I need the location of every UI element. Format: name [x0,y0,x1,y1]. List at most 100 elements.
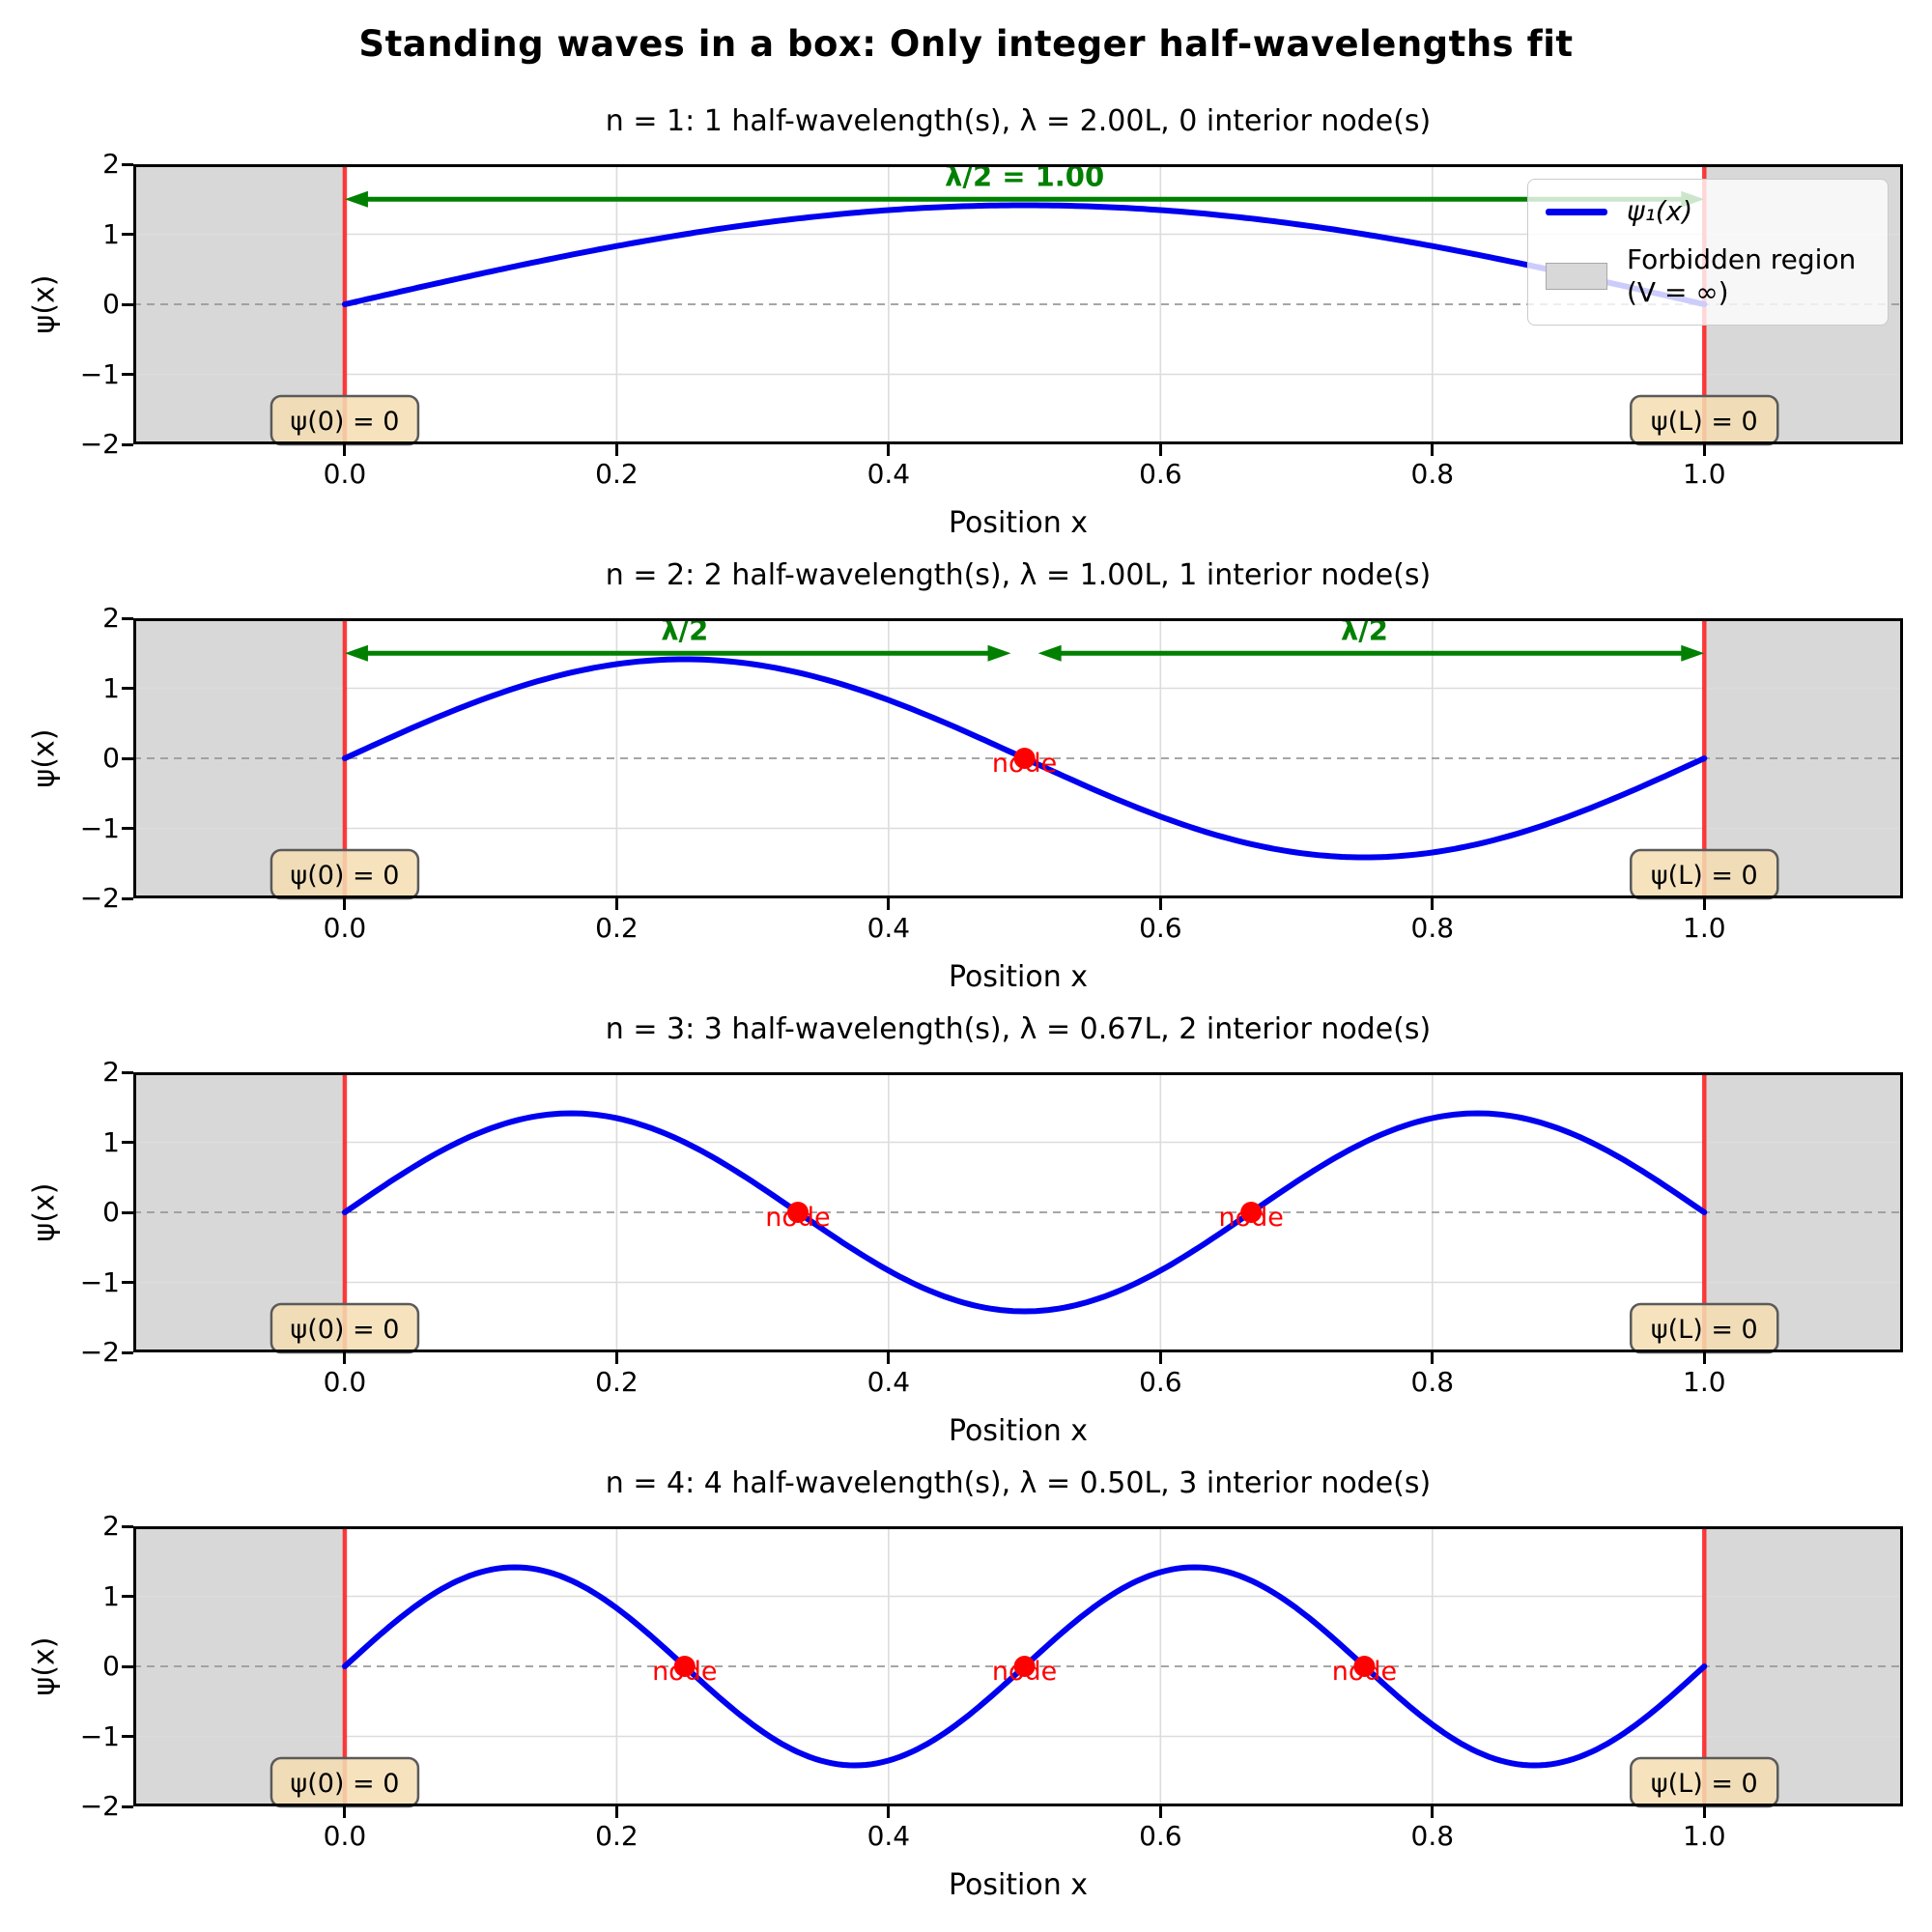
y-tick-label: 1 [102,1125,120,1158]
y-tick-label: 2 [102,602,120,634]
x-tick-mark [1431,898,1435,910]
plot-canvas-n2: λ/2λ/2nodeψ(0) = 0ψ(L) = 0 [133,613,1903,900]
y-tick-mark [122,1595,133,1598]
plot-canvas-n3: nodenodeψ(0) = 0ψ(L) = 0 [133,1072,1903,1354]
y-tick-label: −1 [79,1719,120,1752]
axes-n4: nodenodenodeψ(0) = 0ψ(L) = 0 [133,1526,1903,1808]
x-tick-mark [887,444,891,456]
x-tick-label: 0.0 [323,458,367,490]
subplot-n4: n = 4: 4 half-wavelength(s), λ = 0.50L, … [0,1435,1932,1902]
bc-box-right-label: ψ(L) = 0 [1651,1315,1758,1345]
y-tick-label: 1 [102,217,120,250]
axes-n3: nodenodeψ(0) = 0ψ(L) = 0 [133,1072,1903,1354]
axes-n2: λ/2λ/2nodeψ(0) = 0ψ(L) = 0 [133,613,1903,900]
bc-box-right-label: ψ(L) = 0 [1651,407,1758,437]
x-tick-mark [1158,1806,1162,1818]
node-marker [1013,1656,1036,1677]
figure-title: Standing waves in a box: Only integer ha… [358,23,1574,65]
legend-entry-forbidden: Forbidden region (V = ∞) [1546,243,1870,309]
x-tick-mark [1431,1806,1435,1818]
legend-entry-wavefunction: ψ₁(x) [1546,195,1870,228]
plot-title-n4: n = 4: 4 half-wavelength(s), λ = 0.50L, … [605,1466,1432,1500]
x-tick-label: 1.0 [1683,1820,1726,1852]
x-tick-mark [1702,444,1706,456]
x-tick-label: 0.2 [595,912,639,944]
x-tick-label: 0.4 [867,1820,911,1852]
x-axis-label: Position x [948,1868,1089,1902]
arrow-head-right [1681,644,1705,662]
x-tick-label: 1.0 [1683,458,1726,490]
arrow-head-right [987,644,1011,662]
y-tick-mark [122,1350,133,1354]
y-tick-label: −2 [79,882,120,914]
x-tick-mark [887,1806,891,1818]
x-tick-label: 0.8 [1410,1820,1455,1852]
legend-patch-swatch [1546,263,1607,290]
plot-canvas-n4: nodenodenodeψ(0) = 0ψ(L) = 0 [133,1526,1903,1808]
bc-box-left-label: ψ(0) = 0 [290,1769,399,1799]
x-tick-mark [1158,444,1162,456]
x-axis-label: Position x [948,960,1089,994]
y-tick-mark [122,1735,133,1738]
node-marker [1353,1656,1376,1677]
x-tick-mark [614,1352,618,1364]
arrow-head-left [344,644,368,662]
arrow-head-left [344,190,368,208]
y-tick-label: 2 [102,148,120,180]
x-tick-label: 0.2 [595,1820,639,1852]
plot-title-n2: n = 2: 2 half-wavelength(s), λ = 1.00L, … [605,558,1432,592]
node-marker [673,1656,696,1677]
subplot-n1: n = 1: 1 half-wavelength(s), λ = 2.00L, … [0,73,1932,540]
bc-box-left-label: ψ(0) = 0 [290,861,399,891]
x-tick-label: 0.8 [1410,458,1455,490]
y-tick-mark [122,1664,133,1668]
x-tick-mark [1158,898,1162,910]
y-tick-mark [122,302,133,306]
y-tick-label: −1 [79,357,120,390]
axes-frame [133,164,1903,444]
legend-line-swatch [1546,208,1607,215]
y-tick-mark [122,373,133,376]
plot-title-n1: n = 1: 1 half-wavelength(s), λ = 2.00L, … [605,104,1432,138]
y-tick-mark [122,442,133,446]
y-tick-label: 0 [102,1650,120,1682]
x-tick-label: 0.2 [595,458,639,490]
y-tick-label: −1 [79,811,120,844]
y-tick-label: 1 [102,671,120,704]
x-tick-mark [1431,444,1435,456]
legend-series-label: ψ₁(x) [1627,195,1693,227]
y-tick-mark [122,1141,133,1144]
x-tick-label: 0.4 [867,458,911,490]
legend-forbidden-line2: (V = ∞) [1627,276,1729,308]
y-tick-label: −2 [79,1336,120,1368]
x-tick-label: 0.0 [323,1366,367,1398]
axes-n1: λ/2 = 1.00 ψ(0) = 0 ψ(L) = 0 ψ₁(x) Forbidd… [133,159,1903,446]
legend-forbidden-line1: Forbidden region [1627,243,1857,275]
y-tick-mark [122,233,133,236]
x-tick-mark [614,898,618,910]
x-tick-mark [1702,1352,1706,1364]
y-tick-mark [122,896,133,900]
axes-frame [133,618,1903,898]
x-tick-label: 0.6 [1139,1820,1182,1852]
y-tick-mark [122,162,133,166]
y-tick-mark [122,1281,133,1284]
x-tick-mark [614,1806,618,1818]
x-tick-label: 0.8 [1410,1366,1455,1398]
x-tick-label: 1.0 [1683,1366,1726,1398]
x-tick-mark [887,1352,891,1364]
x-tick-mark [343,898,347,910]
arrow-head-left [1037,644,1062,662]
y-tick-mark [122,1804,133,1808]
subplot-n2: n = 2: 2 half-wavelength(s), λ = 1.00L, … [0,527,1932,994]
y-tick-label: −1 [79,1265,120,1298]
x-tick-label: 0.6 [1139,912,1182,944]
x-tick-mark [1158,1352,1162,1364]
x-tick-label: 0.4 [867,912,911,944]
x-tick-label: 0.4 [867,1366,911,1398]
y-tick-mark [122,1524,133,1528]
x-tick-mark [1702,898,1706,910]
x-tick-mark [343,1806,347,1818]
y-tick-label: 0 [102,742,120,774]
bc-box-left-label: ψ(0) = 0 [290,1315,399,1345]
